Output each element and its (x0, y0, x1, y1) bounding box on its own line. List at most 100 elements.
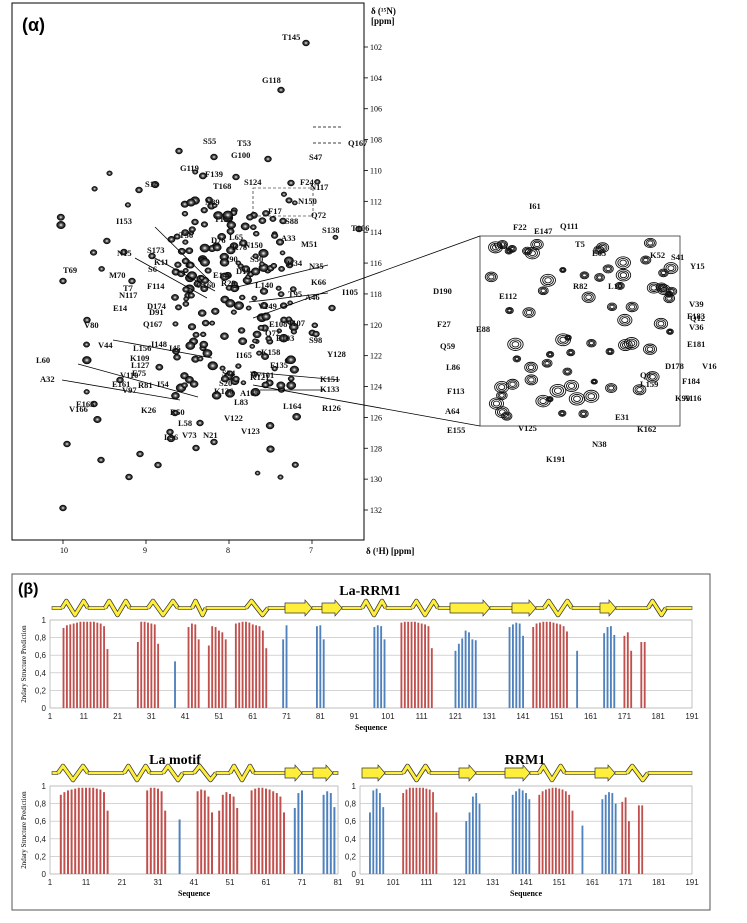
prediction-bar (251, 624, 254, 708)
nmr-peak (290, 329, 297, 335)
peak-label: E75 (132, 368, 146, 378)
nmr-peak (192, 169, 199, 175)
alpha-helix (192, 764, 218, 782)
inset-contour (524, 248, 530, 254)
inset-peak-label: S41 (671, 252, 684, 262)
prediction-bar (551, 787, 554, 874)
coil-segment (215, 771, 231, 775)
prediction-bar (522, 635, 524, 708)
inset-contour (506, 307, 513, 314)
y-tick-label: 0 (42, 704, 47, 713)
prediction-bar (604, 794, 607, 874)
x-tick-label: 21 (118, 878, 127, 887)
inset-contour (499, 393, 505, 398)
prediction-bar (564, 791, 567, 874)
y-axis-unit: [ppm] (371, 16, 395, 26)
nmr-peak (196, 419, 204, 427)
inset-contour (580, 272, 589, 279)
inset-contour (615, 256, 631, 270)
nmr-peak (56, 221, 66, 230)
nmr-peak (277, 86, 285, 94)
inset-contour (568, 383, 576, 389)
x-tick-label: 131 (486, 878, 500, 887)
inset-contour (667, 288, 676, 295)
leader-line (154, 226, 213, 284)
x-tick-label: 81 (316, 712, 325, 721)
inset-contour (508, 245, 516, 252)
inset-contour (620, 340, 631, 350)
prediction-bar (418, 787, 421, 874)
inset-contour (585, 294, 592, 300)
prediction-bar (373, 627, 376, 708)
prediction-bar (407, 621, 410, 708)
nmr-peak (220, 375, 230, 383)
nmr-peak (125, 473, 133, 481)
nmr-peak (182, 301, 190, 307)
nmr-peak (171, 391, 180, 400)
peak-cluster (56, 39, 363, 512)
prediction-bar (149, 787, 152, 874)
inset-contour (641, 256, 650, 264)
alpha-helix (410, 599, 440, 617)
nmr-peak (260, 301, 269, 309)
prediction-bar (140, 621, 143, 708)
inset-contour (563, 368, 572, 375)
inset-peak-label: L10 (608, 281, 622, 291)
inset-contour (490, 399, 503, 409)
nmr-peak (240, 380, 247, 386)
inset-contour (588, 341, 594, 346)
prediction-bar (511, 624, 514, 708)
peak-label: T7 (123, 283, 134, 293)
prediction-bar (425, 788, 428, 874)
inset-contour (666, 295, 673, 301)
inset-contour (562, 367, 573, 376)
inset-contour (617, 313, 633, 327)
nmr-peak (177, 270, 186, 278)
nmr-peak (220, 332, 229, 340)
inset-contour (509, 246, 515, 251)
inset-contour (646, 346, 654, 352)
prediction-bar (221, 794, 224, 874)
nmr-peak (181, 382, 188, 389)
x-tick-label: 21 (113, 712, 122, 721)
nmr-peak (226, 246, 236, 255)
nmr-peak (271, 365, 278, 372)
prediction-bar (549, 621, 552, 708)
prediction-bar (221, 632, 224, 708)
x-tick-label: 8 (226, 546, 230, 555)
prediction-bar (258, 626, 261, 708)
peak-label: T154 (214, 214, 233, 224)
nmr-peak (189, 380, 199, 388)
peak-label: K158 (261, 347, 280, 357)
coil-segment (615, 606, 649, 610)
inset-contour (608, 303, 616, 310)
zoom-inset-frame (479, 235, 681, 427)
inset-contour (532, 240, 542, 249)
coil-segment (87, 771, 125, 775)
inset-contour (568, 350, 573, 355)
coil-segment (384, 771, 404, 775)
inset-contour (501, 411, 513, 421)
nmr-peak (278, 333, 289, 343)
prediction-bar (241, 621, 244, 708)
inset-contour (629, 304, 636, 310)
prediction-bar (413, 621, 416, 708)
peak-label: F24 (300, 177, 314, 187)
prediction-bar (465, 821, 468, 874)
y-tick-label: 0,6 (35, 817, 47, 826)
prediction-bar (261, 787, 264, 874)
nmr-peak (292, 200, 298, 206)
coil-segment (564, 771, 596, 775)
nmr-peak (106, 170, 113, 176)
inset-contour (599, 245, 606, 251)
prediction-bar (63, 792, 66, 874)
nmr-peak (210, 153, 218, 161)
y-tick-label: 0 (352, 870, 357, 879)
nmr-peak (279, 217, 287, 225)
inset-contour (583, 292, 594, 302)
inset-contour (546, 396, 554, 403)
prediction-bar (474, 640, 477, 708)
nmr-peak (237, 327, 246, 334)
nmr-peak (211, 391, 222, 400)
